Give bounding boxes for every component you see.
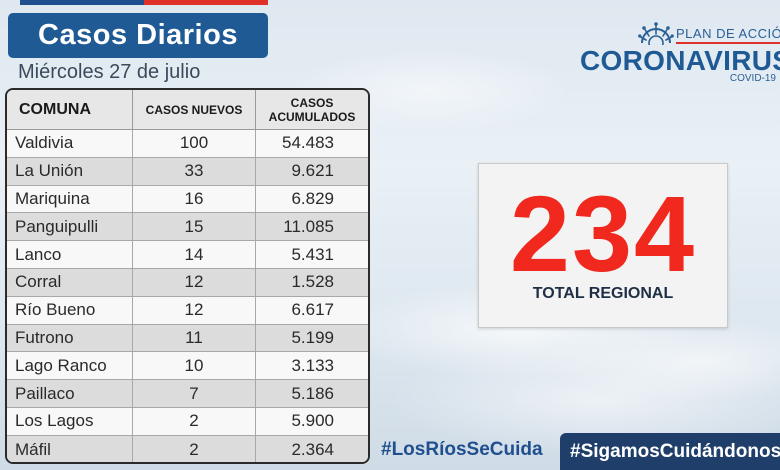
cell-nuevos: 10 — [133, 352, 256, 380]
cell-acumulados: 2.364 — [291, 439, 334, 459]
cell-comuna: Paillaco — [7, 380, 133, 407]
cell-acumulados: 5.900 — [291, 411, 334, 431]
table-row: Río Bueno 12 6.617 — [7, 296, 368, 325]
cell-nuevos: 2 — [133, 407, 256, 435]
table-row: Corral 12 1.528 — [7, 268, 368, 297]
cell-comuna: La Unión — [7, 157, 133, 185]
cell-comuna: Panguipulli — [7, 213, 133, 241]
cell-comuna: Los Lagos — [7, 407, 133, 435]
cell-comuna: Lago Ranco — [7, 352, 133, 380]
cell-nuevos: 14 — [133, 241, 256, 268]
page-title: Casos Diarios — [38, 19, 238, 51]
hashtag-secondary-banner: #SigamosCuidándonos — [560, 433, 780, 470]
cell-comuna: Valdivia — [7, 130, 133, 157]
cell-comuna: Corral — [7, 268, 133, 296]
title-banner: Casos Diarios — [8, 13, 268, 58]
total-label: TOTAL REGIONAL — [532, 285, 674, 302]
cell-comuna: Mariquina — [7, 185, 133, 213]
cell-nuevos: 12 — [133, 296, 256, 324]
cell-nuevos: 15 — [133, 213, 256, 241]
logo-plan-text: PLAN DE ACCIÓN — [676, 26, 780, 41]
cell-acumulados: 6.617 — [291, 300, 334, 320]
table-row: Mariquina 16 6.829 — [7, 185, 368, 214]
table-row: Máfil 2 2.364 — [7, 435, 368, 462]
cell-comuna: Máfil — [7, 435, 133, 462]
table-header: COMUNA CASOS NUEVOS CASOS ACUMULADOS — [7, 90, 368, 130]
cell-acumulados: 11.085 — [283, 216, 334, 236]
table-row: Lanco 14 5.431 — [7, 241, 368, 269]
hashtag-secondary: #SigamosCuidándonos — [570, 440, 780, 462]
cell-acumulados: 54.483 — [282, 133, 334, 153]
logo-brand-text: CORONAVIRUS — [580, 45, 780, 76]
cell-acumulados: 1.528 — [291, 272, 334, 292]
cell-nuevos: 33 — [133, 157, 256, 185]
column-header-acumulados: CASOS ACUMULADOS — [256, 90, 368, 130]
cell-nuevos: 16 — [133, 185, 256, 213]
column-header-comuna: COMUNA — [7, 90, 133, 130]
coronavirus-logo: PLAN DE ACCIÓN CORONAVIRUS COVID-19 — [578, 20, 780, 86]
cell-nuevos: 11 — [133, 324, 256, 352]
cell-comuna: Futrono — [7, 324, 133, 352]
virus-sun-icon — [638, 22, 674, 45]
table-row: Lago Ranco 10 3.133 — [7, 352, 368, 381]
table-row: Futrono 11 5.199 — [7, 324, 368, 353]
cell-acumulados: 9.621 — [291, 161, 334, 181]
logo-sub-text: COVID-19 — [729, 73, 776, 84]
top-accent-bar — [20, 0, 268, 5]
cell-acumulados: 3.133 — [291, 355, 334, 375]
cell-nuevos: 12 — [133, 268, 256, 296]
total-regional-card: 234 TOTAL REGIONAL — [478, 163, 728, 328]
cell-acumulados: 5.431 — [291, 244, 334, 264]
total-value: 234 — [509, 173, 697, 294]
table-row: La Unión 33 9.621 — [7, 157, 368, 186]
table-row: Panguipulli 15 11.085 — [7, 213, 368, 242]
logo-divider — [676, 42, 780, 44]
cell-nuevos: 7 — [133, 380, 256, 407]
table-row: Paillaco 7 5.186 — [7, 380, 368, 408]
table-body: Valdivia 100 54.483 La Unión 33 9.621 Ma… — [7, 130, 368, 462]
cell-nuevos: 100 — [133, 130, 256, 157]
cell-comuna: Río Bueno — [7, 296, 133, 324]
column-header-nuevos: CASOS NUEVOS — [133, 90, 256, 130]
cell-comuna: Lanco — [7, 241, 133, 268]
cell-nuevos: 2 — [133, 435, 256, 462]
cell-acumulados: 5.199 — [291, 327, 334, 347]
table-row: Los Lagos 2 5.900 — [7, 407, 368, 436]
cell-acumulados: 5.186 — [291, 383, 334, 403]
hashtag-primary: #LosRíosSeCuida — [381, 439, 543, 460]
date-label: Miércoles 27 de julio — [18, 61, 201, 83]
cell-acumulados: 6.829 — [291, 188, 334, 208]
table-row: Valdivia 100 54.483 — [7, 130, 368, 158]
cases-table: COMUNA CASOS NUEVOS CASOS ACUMULADOS Val… — [5, 88, 370, 464]
